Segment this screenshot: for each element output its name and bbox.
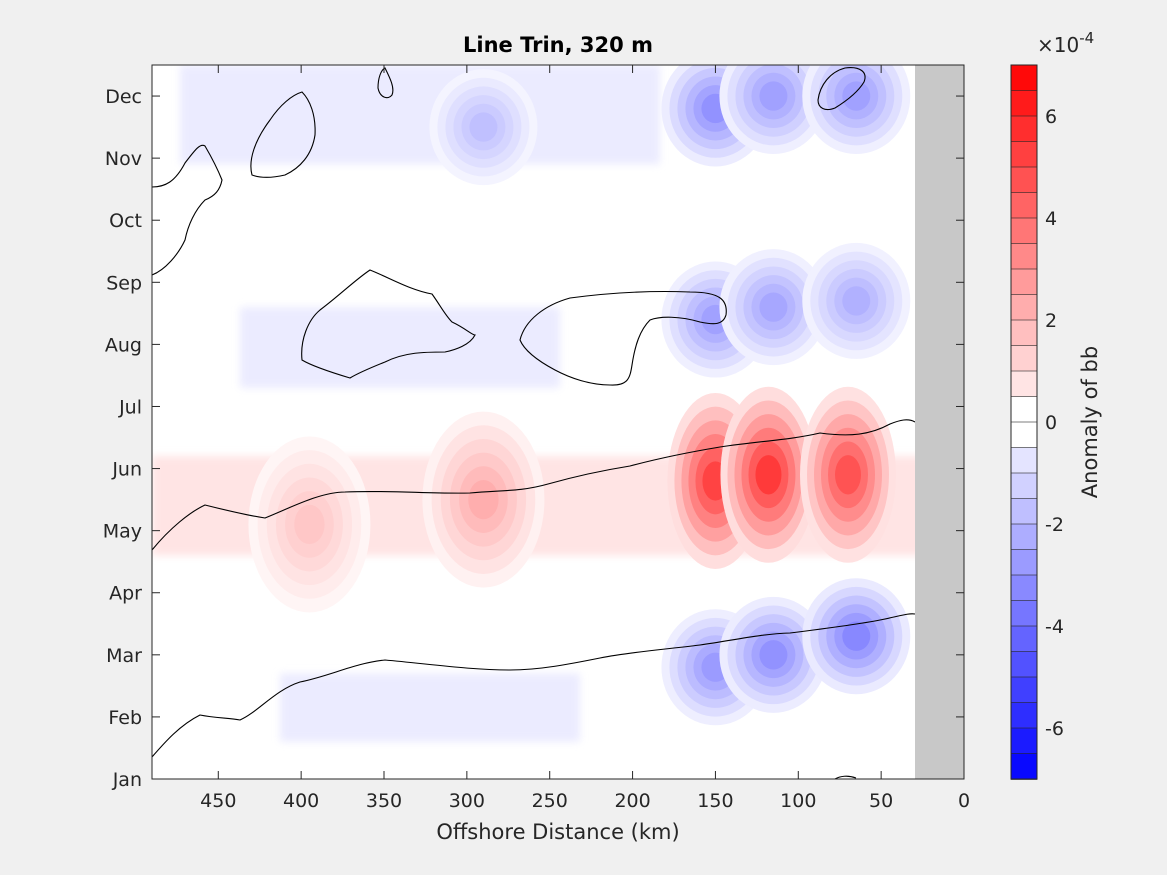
zero-contours (152, 67, 916, 779)
colorbar-exponent-base: ×10 (1037, 33, 1079, 57)
colorbar-cell (1010, 294, 1038, 321)
colorbar-cell (1010, 217, 1038, 245)
y-tick-label: Dec (105, 86, 142, 108)
colorbar-ticks: 6 4 2 0 -2 -4 -6 (1045, 106, 1064, 740)
colorbar-cell (1010, 447, 1038, 474)
colorbar-exponent: ×10-4 (1037, 29, 1094, 57)
positive-anomaly-contour (835, 455, 861, 495)
y-tick-label: Aug (105, 334, 142, 356)
colorbar-tick-label: 6 (1045, 106, 1057, 128)
colorbar-cell (1010, 319, 1038, 347)
colorbar-cell (1010, 753, 1038, 780)
colorbar-tick-label: 2 (1045, 310, 1057, 332)
colorbar-cell (1010, 90, 1038, 117)
negative-band-winter (280, 673, 580, 742)
x-tick-label: 350 (366, 790, 402, 812)
colorbar-cell (1010, 192, 1038, 219)
y-tick-label: Jun (111, 459, 142, 481)
colorbar-cell (1010, 523, 1038, 551)
y-tick-label: Apr (109, 583, 142, 605)
positive-anomaly-contour (294, 504, 325, 545)
x-tick-label: 450 (200, 790, 236, 812)
anomaly-field (152, 65, 964, 742)
y-tick-label: Feb (108, 707, 142, 729)
masked-coastal-region (915, 65, 964, 779)
colorbar-cell (1010, 166, 1038, 194)
colorbar-cell (1010, 141, 1038, 168)
plot-area (151, 64, 965, 780)
x-tick-label: 100 (780, 790, 816, 812)
colorbar-cell (1010, 472, 1038, 500)
negative-anomaly-contour (469, 112, 498, 142)
negative-anomaly-contour (759, 292, 788, 322)
colorbar-tick-label: 0 (1045, 412, 1057, 434)
colorbar-exponent-power: -4 (1079, 29, 1094, 47)
zero-contour-lower (152, 613, 916, 758)
zero-contour-jan-loop (834, 775, 857, 779)
colorbar-cell (1010, 625, 1038, 653)
colorbar-tick-label: 4 (1045, 208, 1057, 230)
y-tick-label: Mar (106, 645, 142, 667)
negative-anomaly-contour (759, 640, 788, 670)
y-tick-label: May (103, 521, 142, 543)
y-axis: Jan Feb Mar Apr May Jun Jul Aug Sep Oct Nov Dec (103, 86, 964, 791)
colorbar-cell (1010, 64, 1038, 92)
x-tick-label: 0 (958, 790, 970, 812)
colorbar-frame (1010, 64, 1038, 780)
colorbar-tick-label: -4 (1045, 616, 1064, 638)
colorbar-cell (1010, 396, 1038, 423)
x-tick-label: 250 (532, 790, 568, 812)
negative-anomaly-contour (842, 286, 871, 316)
plot-frame (151, 64, 965, 780)
x-tick-label: 200 (614, 790, 650, 812)
zero-contour-sep-loop-east (519, 290, 727, 386)
x-axis-label: Offshore Distance (km) (436, 820, 679, 844)
negative-anomaly-contour (842, 81, 871, 111)
zero-contour-northwest (152, 144, 223, 276)
x-tick-label: 300 (449, 790, 485, 812)
colorbar-cell (1010, 549, 1038, 576)
zero-contour-top-loop (377, 67, 394, 99)
colorbar-label: Anomaly of bb (1078, 346, 1102, 498)
colorbar-cell (1010, 268, 1038, 296)
y-tick-label: Nov (105, 148, 142, 170)
colorbar-cells (1010, 64, 1038, 780)
zero-contour-sep-loop-west (301, 269, 476, 379)
colorbar-cell (1010, 651, 1038, 678)
negative-band-summer (240, 307, 560, 388)
y-tick-label: Oct (109, 210, 142, 232)
chart-title: Line Trin, 320 m (463, 33, 653, 57)
colorbar-cell (1010, 574, 1038, 602)
zero-contour-upper (152, 419, 916, 551)
y-tick-label: Jul (118, 396, 142, 418)
colorbar-cell (1010, 727, 1038, 755)
colorbar-cell (1010, 243, 1038, 270)
colorbar-cell (1010, 498, 1038, 525)
colorbar-cell (1010, 421, 1038, 449)
zero-contour-dec-loop (250, 91, 316, 178)
colorbar-cell (1010, 600, 1038, 627)
x-tick-label: 150 (697, 790, 733, 812)
colorbar-tick-label: -2 (1045, 514, 1064, 536)
y-tick-label: Sep (106, 272, 142, 294)
positive-anomaly-contour (755, 455, 782, 495)
colorbar-cell (1010, 370, 1038, 398)
x-tick-label: 50 (869, 790, 893, 812)
negative-band-autumn (180, 65, 660, 165)
x-axis: 450 400 350 300 250 200 150 100 50 0 (200, 65, 970, 812)
negative-anomaly-contour (759, 81, 788, 111)
positive-anomaly-contour (468, 479, 499, 520)
x-tick-label: 400 (283, 790, 319, 812)
colorbar-cell (1010, 115, 1038, 143)
colorbar-cell (1010, 702, 1038, 729)
colorbar-tick-label: -6 (1045, 718, 1064, 740)
negative-anomaly-contour (842, 621, 871, 651)
colorbar-cell (1010, 345, 1038, 372)
y-tick-label: Jan (112, 769, 142, 791)
zero-contour-top-right-loop (817, 67, 866, 111)
colorbar-cell (1010, 676, 1038, 704)
